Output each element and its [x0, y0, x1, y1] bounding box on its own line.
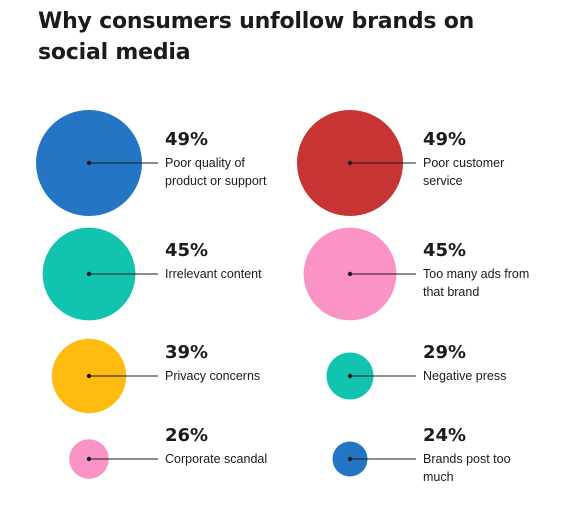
category-label-item-5: Negative press: [423, 369, 507, 383]
category-label-item-4: Privacy concerns: [165, 369, 261, 383]
value-label-item-3: 45%: [423, 240, 467, 261]
value-label-item-6: 26%: [165, 425, 209, 446]
category-label-item-7: Brands post too much: [423, 452, 511, 484]
center-dot-item-2: [86, 271, 92, 277]
center-dot-item-0: [86, 160, 92, 166]
center-dot-item-3: [347, 271, 353, 277]
value-label-item-7: 24%: [423, 425, 467, 446]
center-dot-item-7: [347, 456, 353, 462]
value-label-item-4: 39%: [165, 342, 209, 363]
value-label-item-0: 49%: [165, 129, 209, 150]
center-dot-item-5: [347, 373, 353, 379]
chart-title: Why consumers unfollow brands on social …: [38, 9, 475, 65]
value-label-item-5: 29%: [423, 342, 467, 363]
value-label-item-2: 45%: [165, 240, 209, 261]
category-label-item-2: Irrelevant content: [165, 267, 262, 281]
center-dot-item-4: [86, 373, 92, 379]
center-dot-item-6: [86, 456, 92, 462]
category-label-item-6: Corporate scandal: [165, 452, 268, 466]
center-dot-item-1: [347, 160, 353, 166]
value-label-item-1: 49%: [423, 129, 467, 150]
category-label-item-0: Poor quality of product or support: [165, 156, 267, 188]
category-label-item-3: Too many ads from that brand: [423, 267, 530, 299]
category-label-item-1: Poor customer service: [423, 156, 505, 188]
